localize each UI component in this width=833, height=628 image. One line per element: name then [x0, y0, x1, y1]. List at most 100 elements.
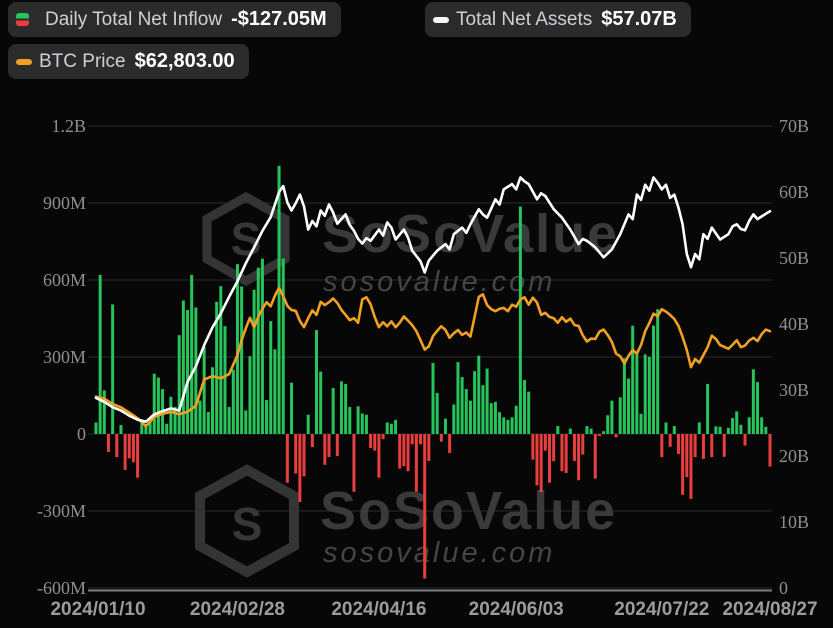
- inflow-bar: [106, 434, 110, 452]
- watermark-domain-text: sosovalue.com: [323, 266, 555, 298]
- inflow-bar: [356, 406, 360, 434]
- inflow-bar: [431, 362, 435, 434]
- inflow-bar: [269, 321, 273, 434]
- inflow-bar: [165, 423, 169, 434]
- inflow-bar: [635, 354, 639, 434]
- legend-item-daily-net-inflow[interactable]: Daily Total Net Inflow -$127.05M: [8, 2, 341, 37]
- inflow-bar: [348, 407, 352, 434]
- inflow-bar: [186, 310, 190, 434]
- inflow-bar: [531, 434, 535, 460]
- x-axis-tick-label: 2024/08/27: [722, 599, 817, 620]
- inflow-bar: [190, 274, 194, 434]
- inflow-bar: [618, 397, 622, 434]
- inflow-bar: [290, 382, 294, 434]
- inflow-bar: [206, 411, 210, 434]
- x-axis-tick-label: 2024/04/16: [331, 599, 426, 620]
- inflow-bar: [414, 434, 418, 492]
- inflow-bar: [560, 434, 564, 472]
- inflow-bar: [111, 304, 115, 434]
- inflow-bar: [523, 380, 527, 434]
- inflow-bar: [460, 377, 464, 434]
- inflow-bar: [285, 434, 289, 483]
- inflow-bar: [219, 286, 223, 434]
- inflow-bar: [514, 405, 518, 434]
- legend-item-btc-price[interactable]: BTC Price $62,803.00: [8, 44, 249, 79]
- inflow-bar: [298, 434, 302, 503]
- inflow-bar: [581, 434, 585, 455]
- inflow-bar: [327, 434, 331, 458]
- inflow-bar: [127, 434, 131, 459]
- inflow-bar: [481, 385, 485, 434]
- inflow-bar: [410, 434, 414, 445]
- inflow-bar: [768, 434, 772, 467]
- inflow-bar: [173, 406, 177, 434]
- watermark: S SoSoValue sosovalue.com: [202, 191, 617, 298]
- inflow-bar: [701, 434, 705, 459]
- right-axis-tick-label: 60B: [779, 182, 809, 202]
- inflow-bar: [240, 286, 244, 434]
- inflow-bar: [319, 371, 323, 434]
- inflow-bar: [722, 434, 726, 457]
- inflow-bar: [639, 413, 643, 434]
- inflow-bar: [385, 422, 389, 434]
- inflow-bar: [714, 426, 718, 434]
- btc-line-legend-icon: [16, 58, 32, 65]
- legend-item-total-net-assets[interactable]: Total Net Assets $57.07B: [425, 2, 691, 37]
- inflow-bar: [152, 373, 156, 434]
- inflow-bar: [493, 401, 497, 434]
- sosovalue-logo-icon: S: [202, 191, 290, 287]
- inflow-bar: [731, 418, 735, 434]
- inflow-bar: [123, 434, 127, 470]
- inflow-bar: [435, 392, 439, 434]
- inflow-bar: [693, 434, 697, 458]
- inflow-bar: [502, 417, 506, 434]
- inflow-bar: [756, 382, 760, 434]
- inflow-bar: [473, 371, 477, 434]
- left-axis-tick-label: 300M: [43, 347, 86, 367]
- total-net-assets-line: [94, 176, 772, 423]
- right-axis-tick-label: 50B: [779, 248, 809, 268]
- right-axis-tick-label: 30B: [779, 380, 809, 400]
- inflow-bar: [652, 325, 656, 434]
- inflow-bar: [260, 258, 264, 434]
- inflow-bar: [585, 426, 589, 434]
- inflow-bar: [664, 422, 668, 434]
- svg-text:S: S: [231, 213, 262, 265]
- inflow-bar: [477, 355, 481, 434]
- inflow-bar: [568, 428, 572, 434]
- inflow-bar: [315, 330, 319, 434]
- inflow-bar: [273, 349, 277, 434]
- inflow-bar: [751, 369, 755, 434]
- inflow-bar: [198, 400, 202, 434]
- inflow-bar: [718, 426, 722, 434]
- inflow-bar: [452, 404, 456, 434]
- inflow-bar: [739, 424, 743, 434]
- inflow-bar: [593, 434, 597, 479]
- inflow-bar: [364, 414, 368, 434]
- inflow-bar: [631, 325, 635, 434]
- x-axis-tick-label: 2024/02/28: [190, 599, 285, 620]
- inflow-bar: [223, 326, 227, 434]
- inflow-bar: [672, 426, 676, 434]
- inflow-bar: [406, 434, 410, 472]
- inflow-bar: [647, 356, 651, 434]
- watermark-brand-text: SoSoValue: [320, 481, 617, 541]
- inflow-bar: [389, 423, 393, 434]
- inflow-bar: [381, 434, 385, 440]
- inflow-bar: [339, 381, 343, 434]
- inflow-bar: [606, 415, 610, 434]
- inflow-bar: [439, 434, 443, 442]
- inflow-bar: [589, 428, 593, 434]
- inflow-bar: [464, 389, 468, 434]
- inflow-bar: [643, 354, 647, 434]
- inflow-bar: [402, 434, 406, 467]
- inflow-bar: [622, 358, 626, 434]
- inflow-bar: [697, 422, 701, 434]
- inflow-bar: [310, 434, 314, 448]
- series-line: [94, 176, 772, 423]
- inflow-bar: [202, 346, 206, 434]
- inflow-bar: [535, 434, 539, 486]
- inflow-bar: [527, 391, 531, 434]
